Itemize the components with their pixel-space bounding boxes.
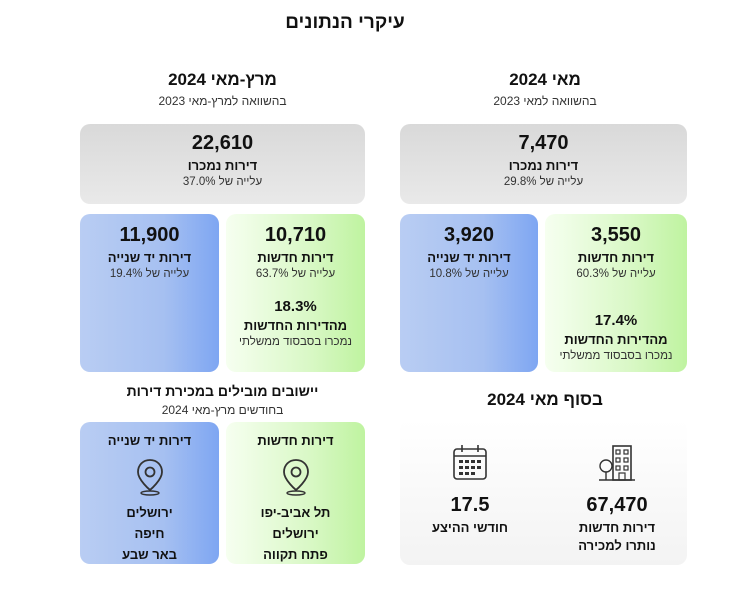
endmay-months-label: חודשי ההיצע	[431, 520, 509, 535]
marmay-total-label: דירות נמכרו	[187, 158, 258, 173]
may-subheading: בהשוואה למאי 2023	[493, 94, 597, 108]
settlements-header: יישובים מובילים במכירת דירות בחודשים מרץ…	[80, 383, 365, 417]
endmay-inventory-label1: דירות חדשות	[578, 520, 656, 535]
settlements-second-title: דירות יד שנייה	[107, 433, 192, 448]
settlements-second-city-2: חיפה	[134, 526, 165, 541]
may-header: מאי 2024 בהשוואה למאי 2023	[400, 70, 690, 108]
marmay-second-change: עלייה של 19.4%	[109, 268, 190, 280]
endmay-heading: בסוף מאי 2024	[487, 390, 603, 409]
may-total-value: 7,470	[518, 132, 569, 154]
may-new-label: דירות חדשות	[577, 250, 655, 265]
may-new-card: 3,550 דירות חדשות עלייה של 60.3% 17.4% מ…	[545, 214, 687, 372]
settlements-new-city-2: ירושלים	[272, 526, 319, 541]
endmay-card: 67,470 דירות חדשות נותרו למכירה 17.5 חוד…	[400, 420, 687, 565]
may-total-card: 7,470 דירות נמכרו עלייה של 29.8%	[400, 124, 687, 204]
marmay-new-share-value: 18.3%	[274, 298, 317, 315]
marmay-second-label: דירות יד שנייה	[107, 250, 192, 265]
may-new-share-label: מהדירות החדשות	[564, 332, 668, 347]
calendar-icon	[453, 445, 487, 480]
marmay-total-card: 22,610 דירות נמכרו עלייה של 37.0%	[80, 124, 365, 204]
settlements-new-title: דירות חדשות	[257, 433, 334, 448]
may-new-share-note: נמכרו בסבסוד ממשלתי	[559, 350, 673, 362]
endmay-inventory: 67,470 דירות חדשות נותרו למכירה	[557, 442, 677, 553]
settlements-second-city-3: באר שבע	[122, 547, 177, 562]
may-second-value: 3,920	[443, 224, 495, 246]
may-new-share-value: 17.4%	[594, 312, 638, 329]
settlements-heading: יישובים מובילים במכירת דירות	[126, 383, 319, 399]
settlements-new-city-3: פתח תקווה	[263, 547, 328, 562]
may-heading: מאי 2024	[509, 70, 581, 89]
endmay-inventory-label2: נותרו למכירה	[578, 538, 656, 553]
settlements-subheading: בחודשים מרץ-מאי 2024	[161, 403, 284, 417]
may-second-change: עלייה של 10.8%	[429, 268, 509, 280]
settlements-new-city-1: תל אביב-יפו	[260, 505, 331, 520]
marmay-heading: מרץ-מאי 2024	[168, 70, 277, 89]
endmay-inventory-value: 67,470	[586, 494, 648, 516]
location-pin-icon	[282, 459, 309, 496]
marmay-new-change: עלייה של 63.7%	[255, 268, 336, 280]
may-second-card: 3,920 דירות יד שנייה עלייה של 10.8%	[400, 214, 538, 372]
may-new-change: עלייה של 60.3%	[576, 268, 656, 280]
marmay-second-value: 11,900	[119, 224, 180, 246]
marmay-header: מרץ-מאי 2024 בהשוואה למרץ-מאי 2023	[80, 70, 365, 108]
marmay-new-card: 10,710 דירות חדשות עלייה של 63.7% 18.3% …	[226, 214, 365, 372]
settlements-new-card: דירות חדשות תל אביב-יפו ירושלים פתח תקוו…	[226, 422, 365, 564]
marmay-subheading: בהשוואה למרץ-מאי 2023	[158, 94, 287, 108]
endmay-months: 17.5 חודשי ההיצע	[420, 442, 520, 535]
marmay-new-label: דירות חדשות	[257, 250, 334, 265]
building-icon	[599, 445, 635, 481]
marmay-total-value: 22,610	[191, 132, 254, 154]
marmay-new-share-note: נמכרו בסבסוד ממשלתי	[239, 336, 352, 348]
marmay-new-share-label: מהדירות החדשות	[243, 318, 348, 333]
page-title: עיקרי הנתונים	[285, 12, 405, 33]
location-pin-icon	[136, 459, 163, 496]
marmay-total-change: עלייה של 37.0%	[182, 176, 263, 188]
may-second-label: דירות יד שנייה	[427, 250, 511, 265]
marmay-new-value: 10,710	[264, 224, 327, 246]
may-total-label: דירות נמכרו	[508, 158, 579, 173]
settlements-second-city-1: ירושלים	[126, 505, 173, 520]
endmay-months-value: 17.5	[450, 494, 490, 516]
settlements-second-card: דירות יד שנייה ירושלים חיפה באר שבע	[80, 422, 219, 564]
may-new-value: 3,550	[590, 224, 642, 246]
may-total-change: עלייה של 29.8%	[503, 176, 584, 188]
marmay-second-card: 11,900 דירות יד שנייה עלייה של 19.4%	[80, 214, 219, 372]
